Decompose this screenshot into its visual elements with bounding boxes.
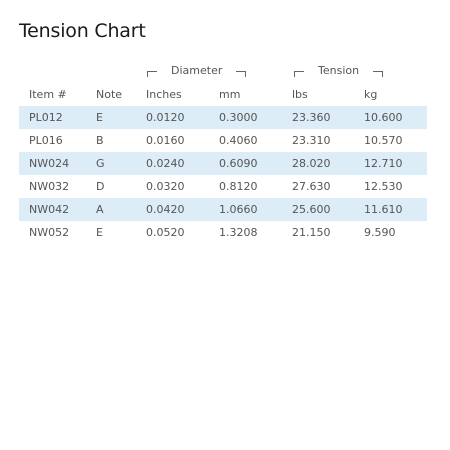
cell-lbs: 21.150 (292, 226, 331, 239)
cell-inches: 0.0160 (146, 134, 185, 147)
cell-item: NW042 (19, 198, 86, 221)
cell-inches: 0.0520 (146, 226, 185, 239)
cell-kg: 12.710 (354, 152, 427, 175)
cell-inches: 0.0420 (136, 198, 209, 221)
column-header-lbs: lbs (292, 87, 308, 101)
cell-kg: 10.600 (354, 106, 427, 129)
cell-item: PL012 (19, 106, 86, 129)
column-header-kg: kg (364, 87, 378, 101)
cell-note: E (86, 106, 136, 129)
cell-mm: 0.4060 (219, 134, 258, 147)
cell-kg: 9.590 (364, 226, 396, 239)
column-header-note: Note (96, 87, 123, 101)
table-row: NW042 A 0.0420 1.0660 25.600 11.610 (19, 198, 427, 221)
table-row: PL012 E 0.0120 0.3000 23.360 10.600 (19, 106, 427, 129)
cell-item: NW024 (19, 152, 86, 175)
cell-inches: 0.0240 (136, 152, 209, 175)
tension-group-label: Tension (318, 64, 360, 77)
table-header-row: Item # Note Inches mm lbs kg (19, 82, 427, 106)
cell-item: NW032 (29, 180, 70, 193)
cell-lbs: 28.020 (282, 152, 354, 175)
cell-mm: 1.3208 (219, 226, 258, 239)
tension-table: Item # Note Inches mm lbs kg PL012 E 0.0… (19, 82, 427, 244)
cell-note: G (86, 152, 136, 175)
diameter-group-header: Diameter (147, 64, 247, 77)
cell-mm: 1.0660 (209, 198, 282, 221)
cell-note: A (86, 198, 136, 221)
cell-mm: 0.8120 (219, 180, 258, 193)
column-header-mm: mm (219, 87, 241, 101)
cell-item: NW052 (29, 226, 70, 239)
table-row: NW024 G 0.0240 0.6090 28.020 12.710 (19, 152, 427, 175)
cell-lbs: 27.630 (292, 180, 331, 193)
cell-kg: 10.570 (364, 134, 403, 147)
cell-inches: 0.0120 (136, 106, 209, 129)
bracket-left-icon (294, 71, 304, 77)
table-row: NW032 D 0.0320 0.8120 27.630 12.530 (19, 175, 427, 198)
cell-lbs: 23.360 (282, 106, 354, 129)
cell-note: B (96, 134, 104, 147)
cell-lbs: 25.600 (282, 198, 354, 221)
bracket-right-icon (236, 71, 247, 77)
cell-inches: 0.0320 (146, 180, 185, 193)
cell-kg: 11.610 (354, 198, 427, 221)
bracket-right-icon (373, 71, 384, 77)
cell-kg: 12.530 (364, 180, 403, 193)
bracket-left-icon (147, 71, 157, 77)
cell-mm: 0.6090 (209, 152, 282, 175)
cell-item: PL016 (29, 134, 63, 147)
table-row: NW052 E 0.0520 1.3208 21.150 9.590 (19, 221, 427, 244)
cell-mm: 0.3000 (209, 106, 282, 129)
column-header-inches: Inches (146, 87, 182, 101)
column-header-item: Item # (29, 87, 67, 101)
cell-note: D (96, 180, 105, 193)
cell-note: E (96, 226, 103, 239)
tension-group-header: Tension (294, 64, 384, 77)
cell-lbs: 23.310 (292, 134, 331, 147)
diameter-group-label: Diameter (171, 64, 223, 77)
page-title: Tension Chart (19, 20, 146, 42)
table-row: PL016 B 0.0160 0.4060 23.310 10.570 (19, 129, 427, 152)
